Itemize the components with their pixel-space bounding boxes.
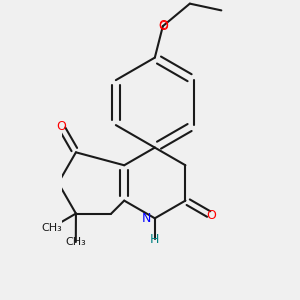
Text: O: O xyxy=(158,20,168,33)
Text: CH₃: CH₃ xyxy=(65,237,86,247)
Text: O: O xyxy=(158,19,168,32)
Text: CH₃: CH₃ xyxy=(41,223,62,233)
Text: N: N xyxy=(141,212,151,225)
Text: O: O xyxy=(56,120,66,133)
Text: H: H xyxy=(150,233,160,246)
Text: O: O xyxy=(206,209,216,222)
